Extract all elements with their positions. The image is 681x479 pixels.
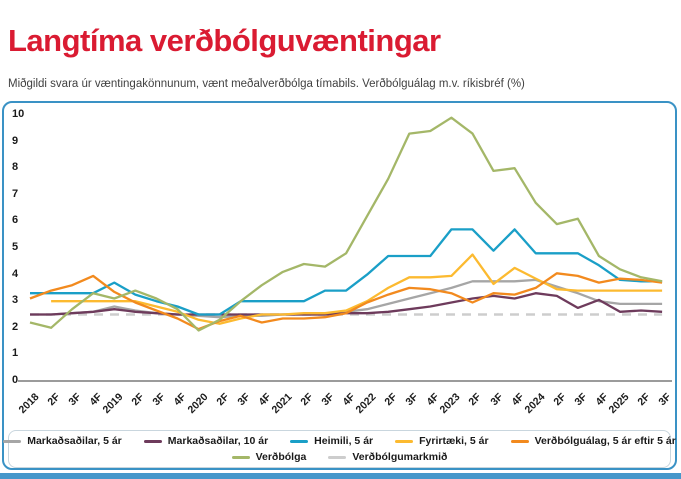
legend-swatch-markaðsaðilar-10-ár [143,439,162,443]
chart-legend: Markaðsaðilar, 5 ár Markaðsaðilar, 10 ár H… [3,430,676,468]
series-line-fyrirtæki-5-ár [51,253,663,325]
legend-swatch-verðbólguálag-5-ár-eftir-5-ár [510,439,529,443]
legend-item-heimili-5-ár[interactable]: Heimili, 5 ár [290,435,373,447]
legend-swatch-markaðsaðilar-5-ár [3,439,22,443]
y-tick-label-9: 9 [12,134,19,147]
legend-label: Verðbólguálag, 5 ár eftir 5 ár [534,435,676,447]
legend-label: Heimili, 5 ár [314,435,374,447]
legend-swatch-fyrirtæki-5-ár [395,439,414,443]
legend-label: Fyrirtæki, 5 ár [419,435,489,447]
legend-item-verðbólgumarkmið[interactable]: Verðbólgumarkmið [328,451,447,463]
legend-label: Verðbólga [255,451,307,463]
legend-label: Markaðsaðilar, 10 ár [167,435,269,447]
y-tick-label-1: 1 [12,347,19,360]
legend-label: Markaðsaðilar, 5 ár [27,435,122,447]
legend-item-verðbólga[interactable]: Verðbólga [231,451,307,463]
chart-card [2,101,677,470]
legend-swatch-verðbólga [231,455,250,459]
y-tick-label-6: 6 [12,214,19,227]
y-tick-label-4: 4 [12,267,19,280]
y-tick-label-8: 8 [12,161,19,174]
bottom-accent-bar [0,473,681,479]
series-line-verðbólga [29,116,663,332]
y-tick-label-5: 5 [12,241,19,253]
legend-row: Verðbólga Verðbólgumarkmið [9,451,670,463]
legend-swatch-heimili-5-ár [290,439,309,443]
legend-item-fyrirtæki-5-ár[interactable]: Fyrirtæki, 5 ár [395,435,489,447]
page-title: Langtíma verðbólguvæntingar [8,22,441,58]
legend-label: Verðbólgumarkmið [352,451,448,463]
y-tick-label-0: 0 [12,374,19,386]
y-tick-label-10: 10 [12,108,25,120]
series-line-markaðsaðilar-5-ár [30,278,663,319]
legend-row: Markaðsaðilar, 5 ár Markaðsaðilar, 10 ár H… [3,435,676,447]
series-line-heimili-5-ár [30,228,663,316]
legend-item-verðbólguálag-5-ár-eftir-5-ár[interactable]: Verðbólguálag, 5 ár eftir 5 ár [510,435,676,447]
series-line-verðbólguálag-5-ár-eftir-5-ár [29,272,663,331]
y-tick-label-7: 7 [12,187,19,200]
legend-item-markaðsaðilar-5-ár[interactable]: Markaðsaðilar, 5 ár [3,435,122,447]
legend-swatch-verðbólgumarkmið [328,455,347,459]
y-tick-label-2: 2 [12,320,19,333]
legend-item-markaðsaðilar-10-ár[interactable]: Markaðsaðilar, 10 ár [143,435,269,447]
page-subtitle: Miðgildi svara úr væntingakönnunum, vænt… [8,77,525,90]
y-tick-label-3: 3 [12,294,19,307]
